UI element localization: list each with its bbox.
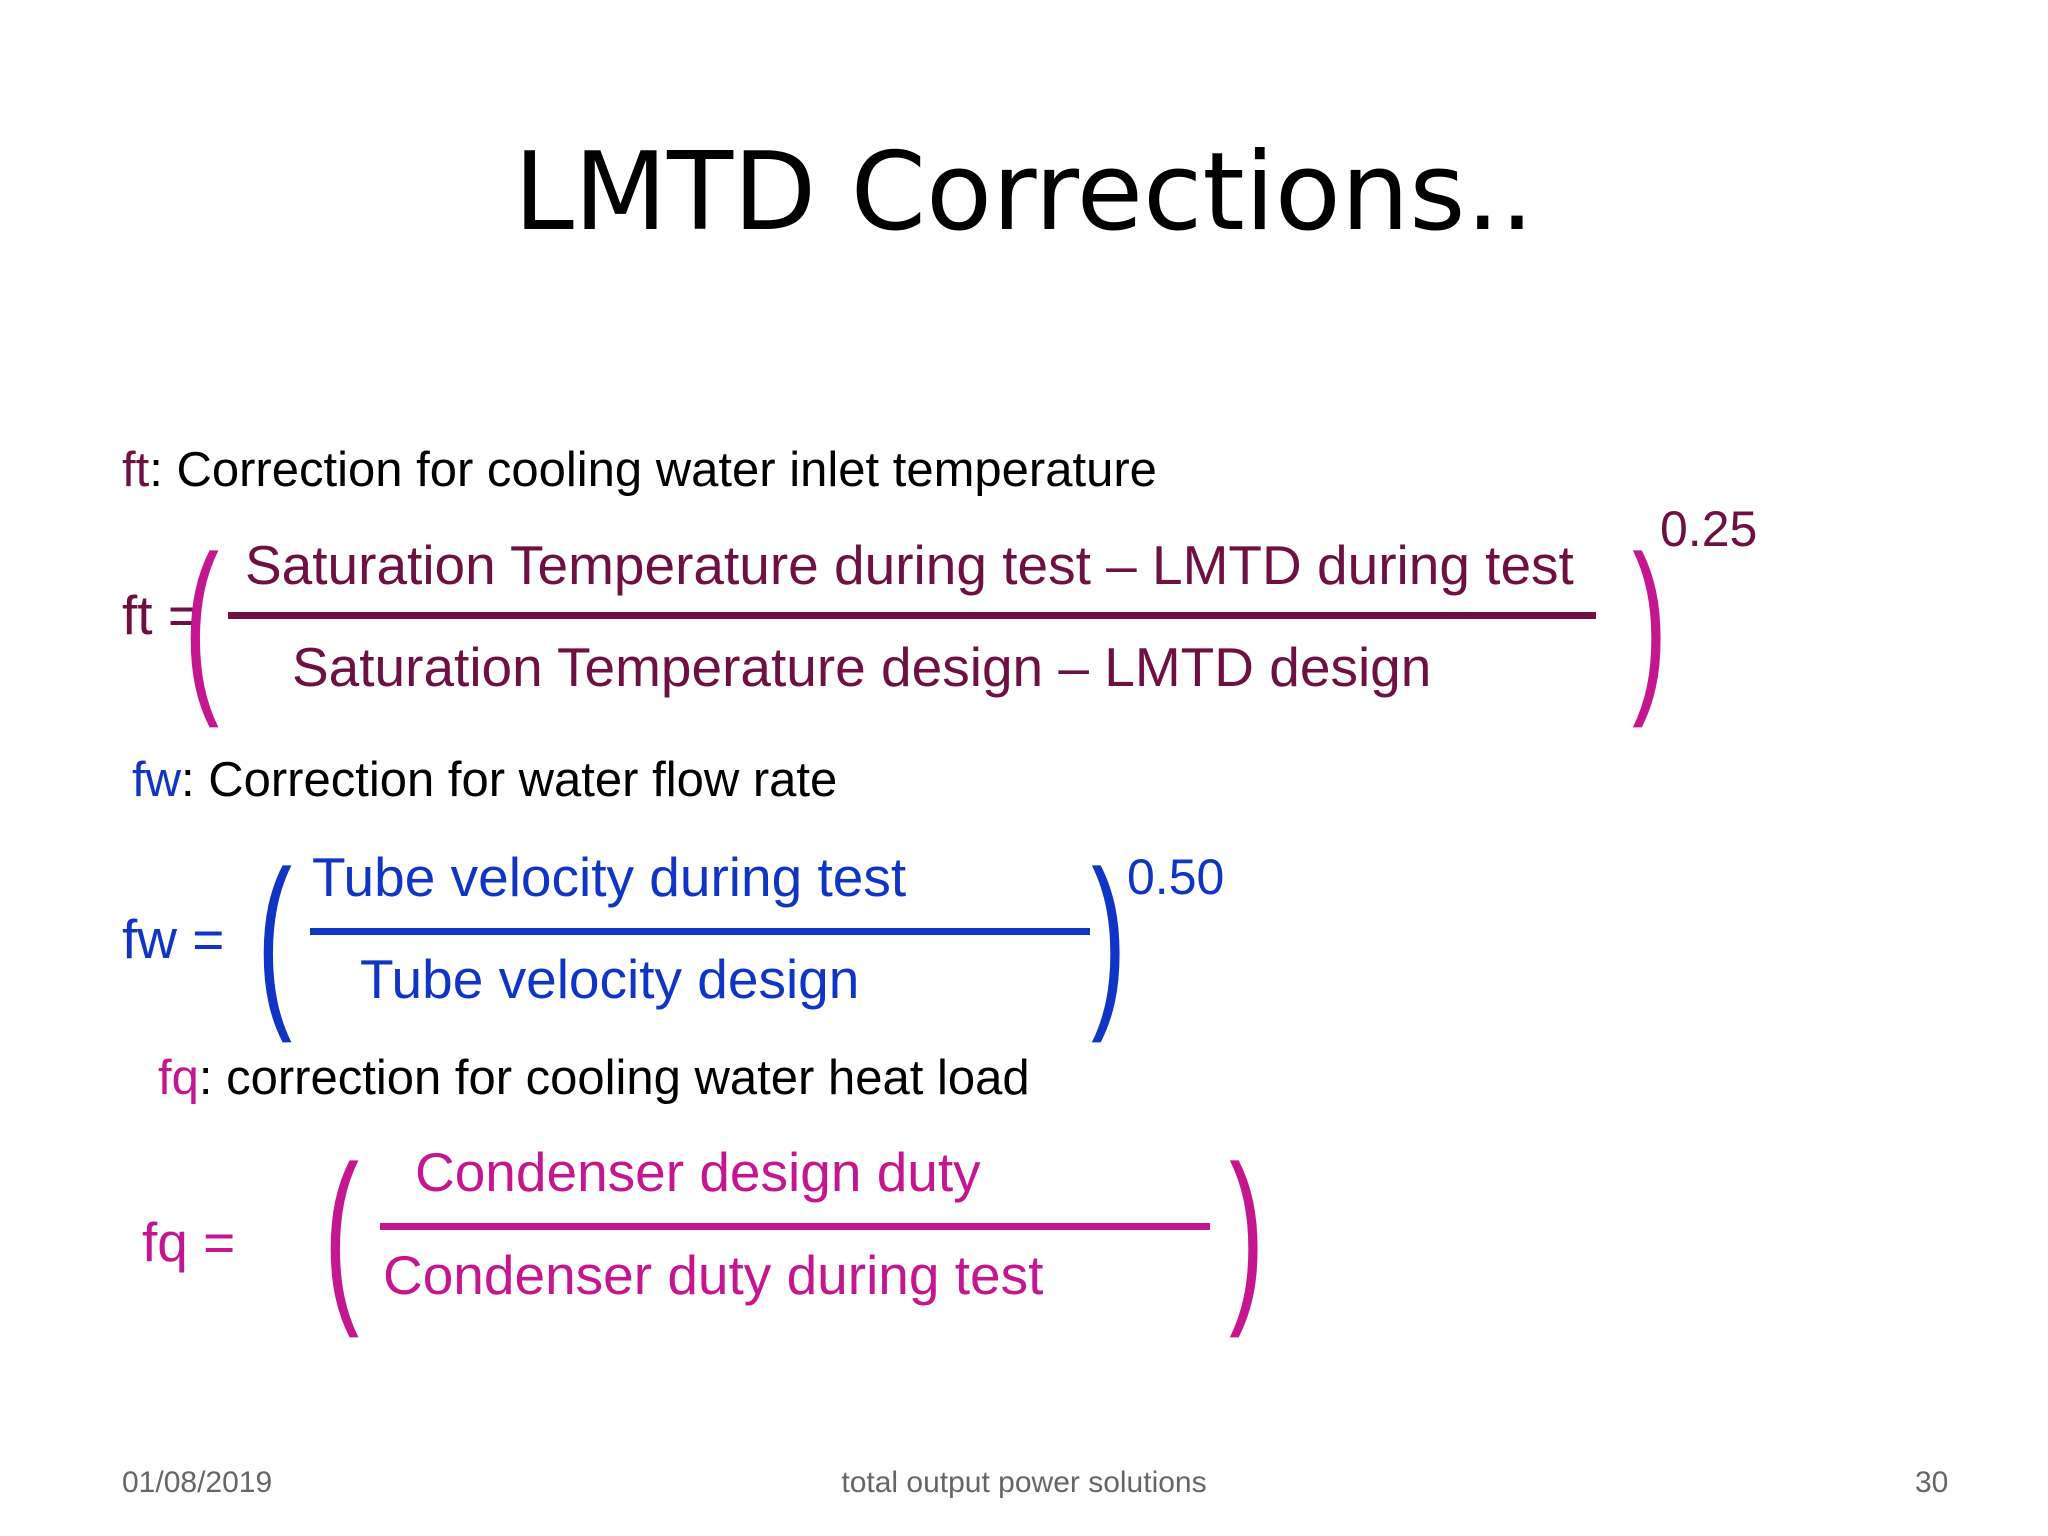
- fw-symbol: fw: [132, 753, 181, 807]
- fw-close-paren: ): [1091, 832, 1127, 1044]
- fq-label: fq: correction for cooling water heat lo…: [158, 1050, 1030, 1106]
- ft-open-paren: (: [184, 517, 220, 729]
- fq-fraction-bar: [380, 1223, 1210, 1230]
- fq-lhs: fq =: [142, 1211, 236, 1273]
- fw-description: : Correction for water flow rate: [181, 753, 838, 807]
- fq-numerator: Condenser design duty: [415, 1141, 981, 1203]
- footer-date: 01/08/2019: [122, 1466, 273, 1499]
- fw-numerator: Tube velocity during test: [312, 846, 907, 908]
- ft-fraction-bar: [228, 612, 1596, 619]
- fq-denominator: Condenser duty during test: [383, 1244, 1044, 1306]
- fq-symbol: fq: [158, 1051, 199, 1105]
- fq-open-paren: (: [324, 1127, 360, 1339]
- fq-description: : correction for cooling water heat load: [198, 1051, 1030, 1105]
- fq-close-paren: ): [1229, 1127, 1265, 1339]
- ft-label: ft: Correction for cooling water inlet t…: [122, 442, 1157, 498]
- fw-fraction-bar: [310, 928, 1090, 935]
- fw-denominator: Tube velocity design: [360, 948, 860, 1010]
- slide-title: LMTD Corrections..: [513, 130, 1535, 255]
- ft-numerator: Saturation Temperature during test – LMT…: [245, 534, 1574, 596]
- ft-denominator: Saturation Temperature design – LMTD des…: [292, 636, 1432, 698]
- fw-open-paren: (: [257, 832, 293, 1044]
- ft-description: : Correction for cooling water inlet tem…: [149, 443, 1157, 497]
- fw-exponent: 0.50: [1127, 849, 1225, 905]
- footer-center-text: total output power solutions: [841, 1466, 1207, 1499]
- ft-lhs: ft =: [122, 584, 200, 646]
- fw-lhs: fw =: [122, 908, 225, 970]
- ft-symbol: ft: [122, 443, 150, 497]
- ft-exponent: 0.25: [1660, 501, 1758, 557]
- footer-page-number: 30: [1915, 1466, 1949, 1499]
- ft-close-paren: ): [1632, 517, 1668, 729]
- fw-label: fw: Correction for water flow rate: [132, 752, 837, 808]
